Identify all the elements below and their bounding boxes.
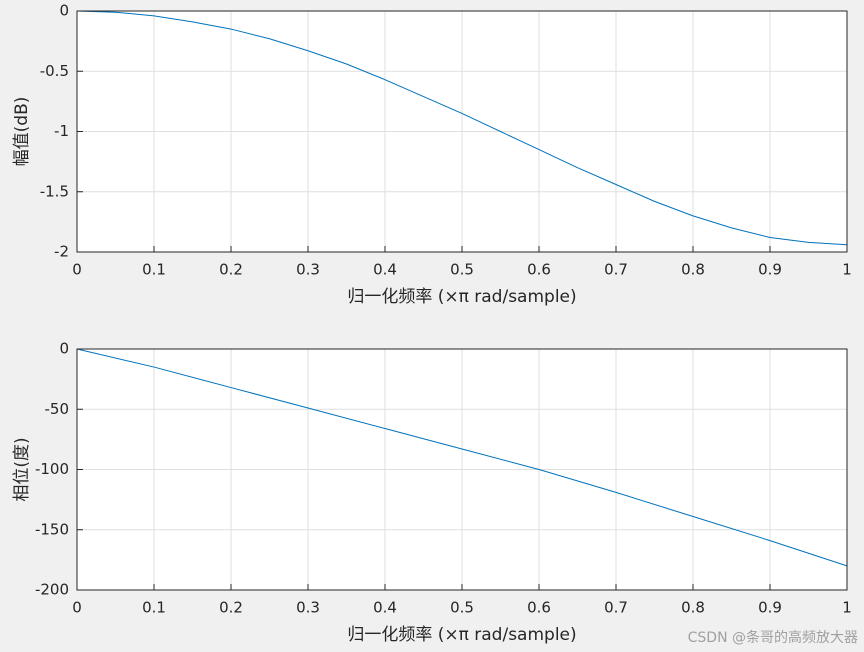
x-tick-label: 0.4 <box>373 261 397 279</box>
x-tick-label: 0.2 <box>219 599 243 617</box>
data-line <box>76 348 848 567</box>
y-tick-label: -150 <box>35 520 69 538</box>
y-axis-label: 幅值(dB) <box>12 97 32 167</box>
x-tick-label: 0 <box>72 261 82 279</box>
y-tick-label: 0 <box>59 2 69 20</box>
x-tick-label: 0.8 <box>681 599 705 617</box>
x-tick-label: 0.6 <box>527 261 551 279</box>
y-tick-label: -0.5 <box>40 62 69 80</box>
x-tick-label: 0.5 <box>450 599 474 617</box>
x-tick-label: 0.8 <box>681 261 705 279</box>
axes-box <box>76 348 848 591</box>
x-tick-label: 0.4 <box>373 599 397 617</box>
x-tick-label: 0 <box>72 599 82 617</box>
x-tick-label: 0.9 <box>758 599 782 617</box>
x-axis-label: 归一化频率 (×π rad/sample) <box>347 287 576 307</box>
x-tick-label: 0.1 <box>142 261 166 279</box>
x-tick-label: 0.7 <box>604 599 628 617</box>
x-tick-label: 1 <box>842 599 852 617</box>
y-tick-label: -200 <box>35 581 69 599</box>
watermark: CSDN @条哥的高频放大器 <box>688 629 858 646</box>
x-tick-label: 0.3 <box>296 261 320 279</box>
y-tick-label: -1.5 <box>40 182 69 200</box>
x-tick-label: 0.7 <box>604 261 628 279</box>
y-tick-label: -50 <box>45 400 70 418</box>
x-axis-label: 归一化频率 (×π rad/sample) <box>347 625 576 645</box>
x-tick-label: 0.5 <box>450 261 474 279</box>
x-tick-label: 0.1 <box>142 599 166 617</box>
y-tick-label: 0 <box>59 340 69 358</box>
x-tick-label: 0.2 <box>219 261 243 279</box>
y-tick-label: -1 <box>54 122 69 140</box>
x-tick-label: 0.9 <box>758 261 782 279</box>
y-tick-label: -2 <box>54 243 69 261</box>
data-line <box>76 10 848 246</box>
x-tick-label: 0.3 <box>296 599 320 617</box>
x-tick-label: 0.6 <box>527 599 551 617</box>
x-tick-label: 1 <box>842 261 852 279</box>
y-tick-label: -100 <box>35 460 69 478</box>
axes-box <box>76 10 848 253</box>
y-axis-label: 相位(度) <box>12 437 32 501</box>
